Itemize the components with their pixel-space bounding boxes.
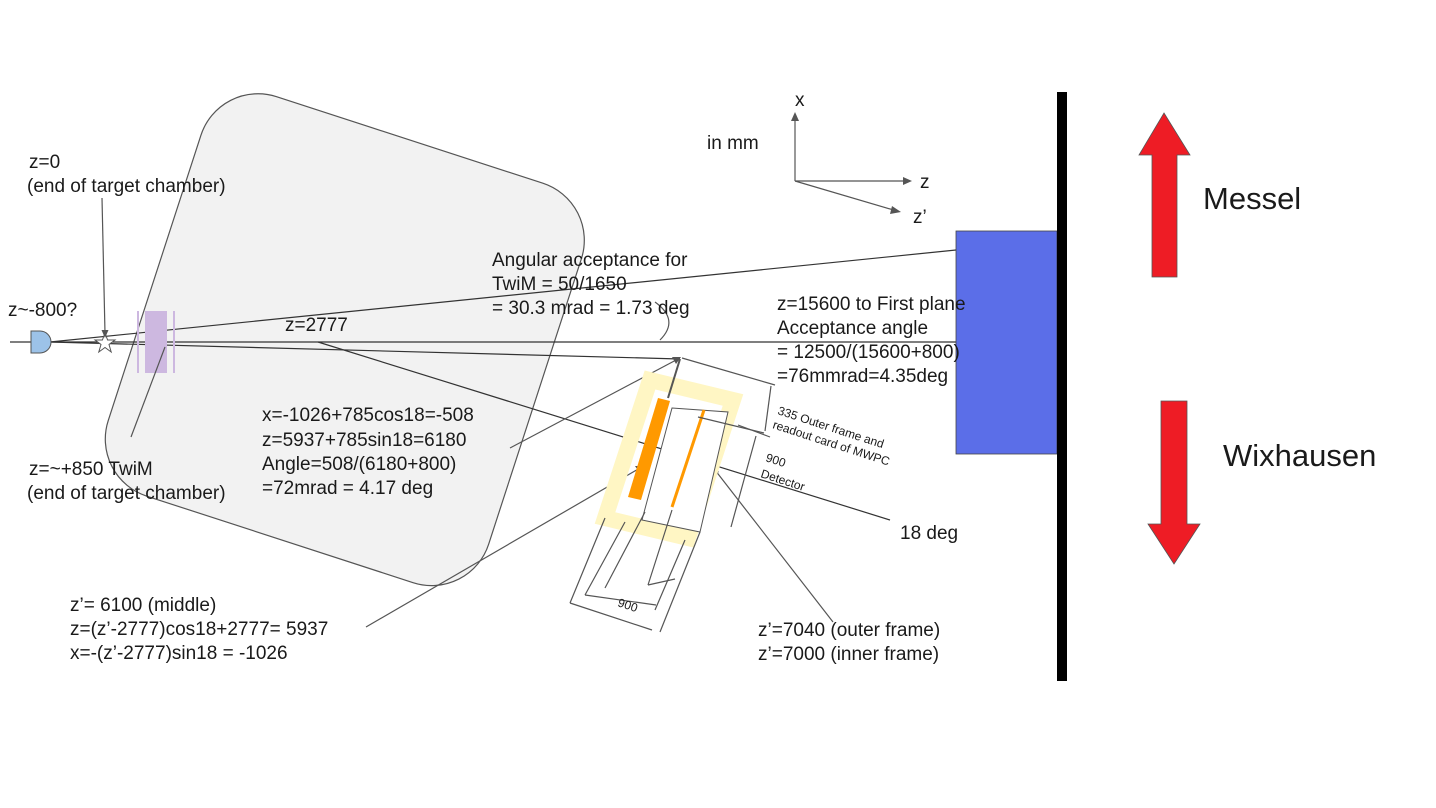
pointer-frames bbox=[714, 469, 834, 623]
downstream-target bbox=[955, 230, 1058, 455]
label-mid-calc-3: Angle=508/(6180+800) bbox=[262, 454, 456, 475]
label-angle18: 18 deg bbox=[900, 523, 958, 544]
label-messel: Messel bbox=[1203, 181, 1301, 216]
dim-bottom-right-2 bbox=[654, 539, 686, 611]
axis-x-arrowhead bbox=[791, 112, 799, 121]
label-first-plane-2: Acceptance angle bbox=[777, 318, 928, 339]
axis-zprime-label: z’ bbox=[913, 207, 927, 228]
outer-frame bbox=[594, 370, 744, 548]
source-marker bbox=[30, 330, 52, 354]
detector-plane-thick bbox=[628, 398, 670, 500]
label-wixhausen: Wixhausen bbox=[1223, 438, 1376, 473]
detector-stem bbox=[667, 358, 681, 399]
axis-zprime bbox=[794, 180, 898, 212]
dim-900-side-top bbox=[737, 424, 771, 438]
arrow-up-icon bbox=[1138, 112, 1191, 278]
dim-335-top bbox=[681, 357, 776, 386]
label-frames-2: z’=7000 (inner frame) bbox=[758, 644, 939, 665]
star-icon bbox=[93, 331, 117, 354]
detector-plane-thin bbox=[670, 409, 706, 508]
label-mid-calc-2: z=5937+785sin18=6180 bbox=[262, 430, 466, 451]
label-first-plane-3: = 12500/(15600+800) bbox=[777, 342, 960, 363]
dim-335-arrow bbox=[764, 385, 772, 432]
label-z0-1: z=0 bbox=[29, 152, 60, 173]
axis-x-label: x bbox=[795, 90, 805, 111]
label-detector: Detector bbox=[759, 467, 806, 494]
pointer-zprime bbox=[365, 467, 641, 628]
dim-bottom-right-3 bbox=[647, 509, 673, 586]
label-first-plane-4: =76mmrad=4.35deg bbox=[777, 366, 948, 387]
label-frames-1: z’=7040 (outer frame) bbox=[758, 620, 940, 641]
axis-zprime-arrowhead bbox=[890, 206, 901, 214]
dim-bottom-left-1 bbox=[569, 517, 606, 604]
arrow-down-icon bbox=[1147, 400, 1201, 565]
pointer-z0 bbox=[101, 197, 106, 334]
label-bottom-dim: 900 bbox=[616, 596, 640, 616]
label-mid-calc-1: x=-1026+785cos18=-508 bbox=[262, 405, 474, 426]
dim-bottom-left-3 bbox=[604, 511, 646, 589]
dim-bottom-right-1 bbox=[659, 531, 701, 633]
dim-bottom-900 bbox=[584, 594, 657, 606]
dim-bottom-left-2 bbox=[584, 521, 626, 596]
axis-z-arrowhead bbox=[903, 177, 912, 185]
label-zprime-3: x=-(z’-2777)sin18 = -1026 bbox=[70, 643, 288, 664]
arrowhead-z0 bbox=[101, 330, 109, 338]
label-ang-acc-2: TwiM = 50/1650 bbox=[492, 274, 627, 295]
pointer-ang-acc bbox=[654, 301, 670, 341]
label-mid-calc-4: =72mrad = 4.17 deg bbox=[262, 478, 433, 499]
dim-900-side bbox=[730, 435, 757, 528]
acceptance-line-upper bbox=[49, 249, 957, 343]
label-z850-2: (end of target chamber) bbox=[27, 483, 226, 504]
label-zprime-1: z’= 6100 (middle) bbox=[70, 595, 216, 616]
units-note: in mm bbox=[707, 133, 759, 154]
dim-bottom-outer bbox=[569, 602, 653, 631]
twim-detector bbox=[145, 311, 167, 373]
wall bbox=[1057, 92, 1067, 681]
label-first-plane-1: z=15600 to First plane bbox=[777, 294, 966, 315]
arrowhead-mid-calc bbox=[672, 357, 681, 364]
label-detector-dim: 900 bbox=[764, 451, 788, 471]
target-chamber bbox=[104, 93, 585, 587]
dim-bottom-inner bbox=[647, 578, 676, 586]
label-zm800: z~-800? bbox=[8, 300, 77, 321]
label-zprime-2: z=(z’-2777)cos18+2777= 5937 bbox=[70, 619, 328, 640]
pointer-z850 bbox=[130, 346, 166, 438]
label-z850-1: z=~+850 TwiM bbox=[29, 459, 153, 480]
label-z2777: z=2777 bbox=[285, 315, 348, 336]
axis-z-label: z bbox=[920, 172, 930, 193]
zprime-axis-line bbox=[317, 341, 891, 521]
label-z0-2: (end of target chamber) bbox=[27, 176, 226, 197]
label-ang-acc-1: Angular acceptance for bbox=[492, 250, 688, 271]
label-ang-acc-3: = 30.3 mrad = 1.73 deg bbox=[492, 298, 690, 319]
